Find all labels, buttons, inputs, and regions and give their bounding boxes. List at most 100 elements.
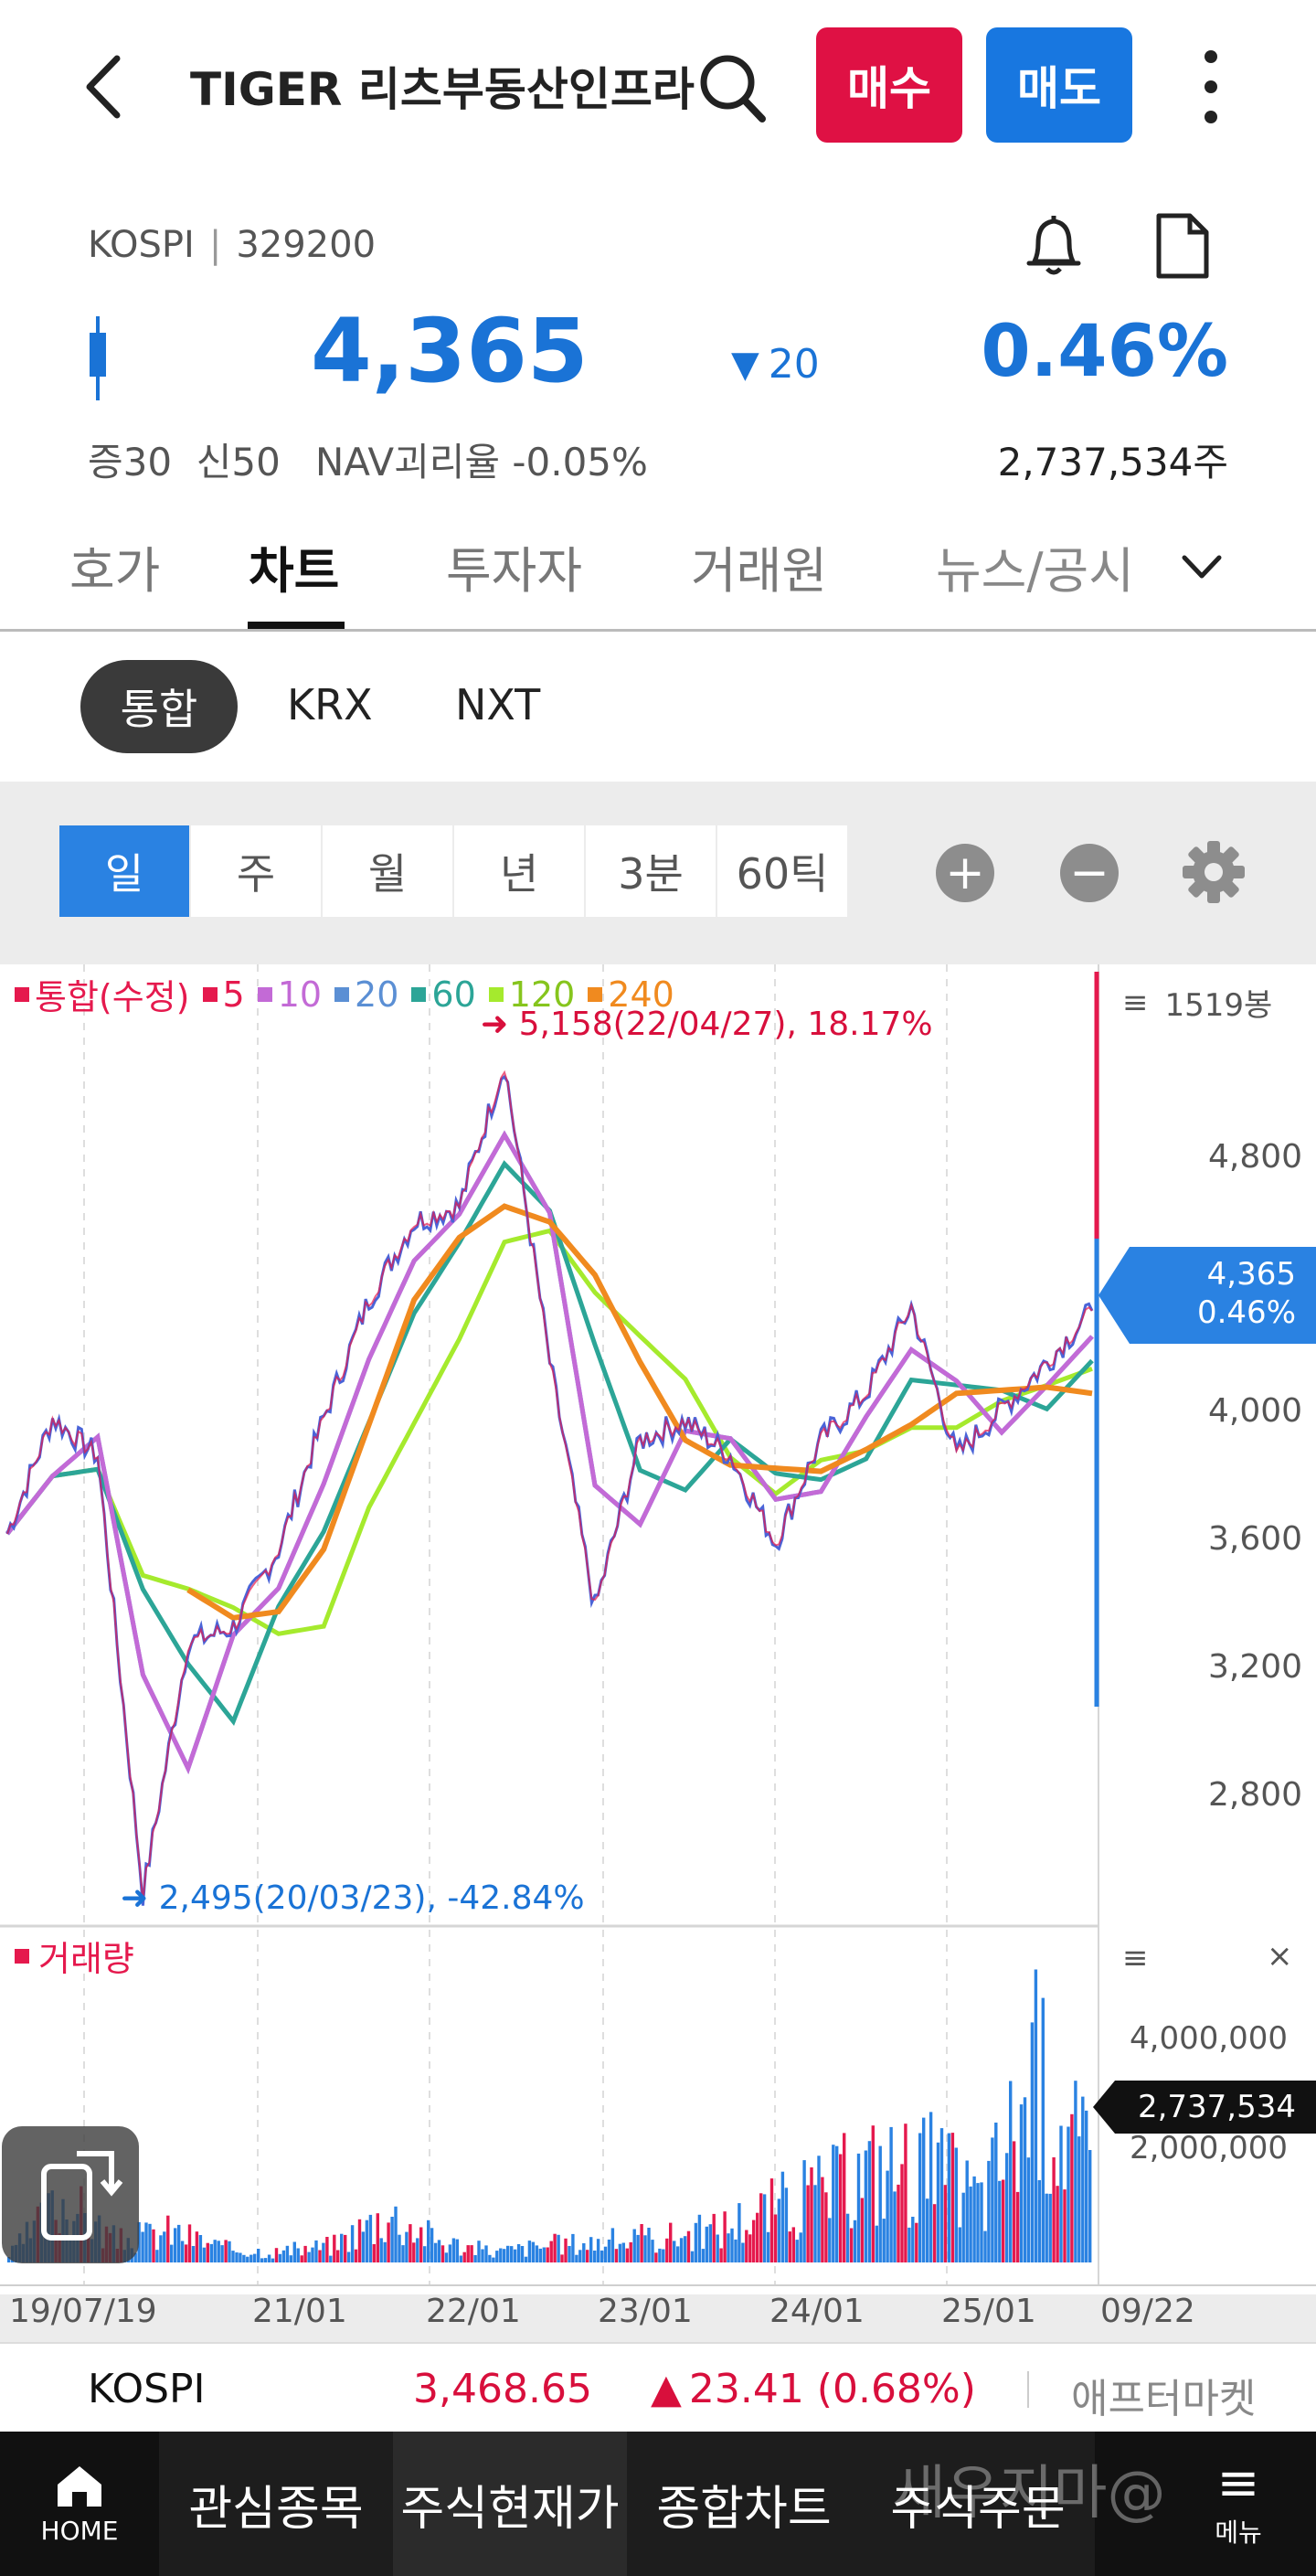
volume-bar xyxy=(318,2250,322,2262)
document-icon[interactable] xyxy=(1153,212,1212,280)
legend-ma60: 60 xyxy=(431,974,476,1015)
volume-bar xyxy=(976,2183,980,2262)
volume-bar xyxy=(289,2255,292,2262)
period-week[interactable]: 주 xyxy=(191,825,321,917)
volume-bar xyxy=(481,2249,484,2262)
volume-bar xyxy=(213,2240,217,2262)
period-year[interactable]: 년 xyxy=(454,825,584,917)
tab-investor[interactable]: 투자자 xyxy=(446,542,583,600)
volume-bar xyxy=(762,2194,767,2262)
change-rate: 0.46% xyxy=(981,311,1228,393)
volume-bar xyxy=(845,2213,850,2262)
volume-close-icon[interactable]: × xyxy=(1267,1938,1293,1975)
nav-home[interactable]: HOME xyxy=(0,2432,159,2576)
volume-bar xyxy=(239,2252,242,2262)
volume-bar xyxy=(701,2249,706,2262)
volume-bar xyxy=(582,2243,586,2262)
volume-bar xyxy=(647,2228,651,2262)
volume-bar xyxy=(249,2254,253,2262)
search-icon[interactable] xyxy=(695,46,768,128)
volume-bar xyxy=(191,2246,196,2262)
volume-bar xyxy=(278,2253,282,2262)
period-60tick[interactable]: 60틱 xyxy=(717,825,847,917)
volume-bar xyxy=(141,2231,144,2262)
volume-bar xyxy=(777,2198,781,2262)
volume-bar xyxy=(1034,1969,1038,2262)
volume-bar xyxy=(466,2245,470,2262)
active-tab-underline xyxy=(248,622,345,629)
zoom-in-icon[interactable]: + xyxy=(936,844,994,902)
tab-broker[interactable]: 거래원 xyxy=(691,542,828,600)
chevron-down-icon[interactable] xyxy=(1179,548,1225,585)
filter-combined[interactable]: 통합 xyxy=(80,660,238,753)
candle-icon xyxy=(86,313,110,404)
volume-bar xyxy=(856,2153,861,2262)
legend-dot xyxy=(411,986,427,1002)
volume-bar xyxy=(416,2238,419,2262)
volume-bar xyxy=(180,2241,185,2262)
volume-bar xyxy=(712,2213,716,2262)
volume-bar xyxy=(658,2248,662,2262)
volume-bar xyxy=(593,2251,597,2262)
volume-bar xyxy=(806,2185,810,2262)
volume-bar xyxy=(1067,2126,1070,2262)
period-month[interactable]: 월 xyxy=(323,825,452,917)
volume-bar xyxy=(1026,2157,1031,2262)
sell-button[interactable]: 매도 xyxy=(986,27,1132,143)
volume-bar xyxy=(651,2240,654,2262)
nav-total-chart[interactable]: 종합차트 xyxy=(627,2432,861,2576)
volume-bar xyxy=(344,2234,347,2262)
nav-menu[interactable]: ≡ 메뉴 xyxy=(1179,2432,1298,2576)
bell-icon[interactable] xyxy=(1022,212,1086,280)
volume-bar xyxy=(578,2250,582,2262)
period-3min[interactable]: 3분 xyxy=(586,825,716,917)
kospi-bar[interactable]: KOSPI 3,468.65 ▲ 23.41 (0.68%) 애프터마켓 xyxy=(0,2342,1316,2432)
volume-bar xyxy=(614,2249,619,2262)
volume-bar xyxy=(835,2145,839,2262)
volume-bar xyxy=(444,2252,449,2262)
volume-bar xyxy=(893,2191,897,2262)
volume-menu-icon[interactable]: ≡ xyxy=(1122,1940,1149,1976)
volume-bar xyxy=(440,2245,445,2262)
volume-bar xyxy=(409,2224,412,2262)
volume-bar xyxy=(394,2206,398,2262)
volume-bar xyxy=(568,2246,571,2262)
settings-gear-icon[interactable] xyxy=(1181,839,1247,905)
volume-bar xyxy=(867,2141,872,2262)
filter-nxt[interactable]: NXT xyxy=(455,680,541,729)
x-tick: 09/22 xyxy=(1100,2293,1195,2330)
volume-bar xyxy=(557,2234,560,2262)
volume-bar xyxy=(610,2228,615,2262)
back-icon[interactable] xyxy=(75,46,130,128)
rotate-screen-button[interactable] xyxy=(2,2126,139,2263)
volume-bar xyxy=(636,2234,640,2262)
volume-bar xyxy=(839,2154,843,2262)
volume-bar xyxy=(603,2246,608,2262)
min-annotation: ➜ 2,495(20/03/23), -42.84% xyxy=(121,1879,585,1917)
volume-bar xyxy=(303,2245,307,2262)
volume-bar xyxy=(1030,2022,1035,2262)
tab-chart[interactable]: 차트 xyxy=(249,542,340,600)
nav-watchlist[interactable]: 관심종목 xyxy=(159,2432,393,2576)
change-value: 20 xyxy=(768,341,820,388)
tab-news[interactable]: 뉴스/공시 xyxy=(936,542,1134,600)
nav-order[interactable]: 주식주문 xyxy=(861,2432,1095,2576)
more-menu-icon[interactable] xyxy=(1188,46,1234,128)
nav-current-price[interactable]: 주식현재가 xyxy=(393,2432,627,2576)
hamburger-icon[interactable]: ≡ xyxy=(1122,984,1149,1021)
legend-dot xyxy=(488,986,504,1002)
volume-bar xyxy=(152,2229,155,2262)
tab-hoga[interactable]: 호가 xyxy=(69,542,161,600)
volume-bar xyxy=(177,2224,181,2262)
volume-bar xyxy=(137,2221,141,2262)
buy-button[interactable]: 매수 xyxy=(816,27,962,143)
volume-bar xyxy=(705,2226,708,2262)
zoom-out-icon[interactable]: − xyxy=(1060,844,1119,902)
tabs-divider xyxy=(0,629,1316,632)
filter-krx[interactable]: KRX xyxy=(287,680,373,729)
volume-bar xyxy=(625,2248,629,2262)
volume-bar xyxy=(1005,2153,1009,2262)
volume-bar xyxy=(795,2240,799,2262)
period-day[interactable]: 일 xyxy=(59,825,189,917)
price-chart[interactable] xyxy=(0,964,1316,2294)
